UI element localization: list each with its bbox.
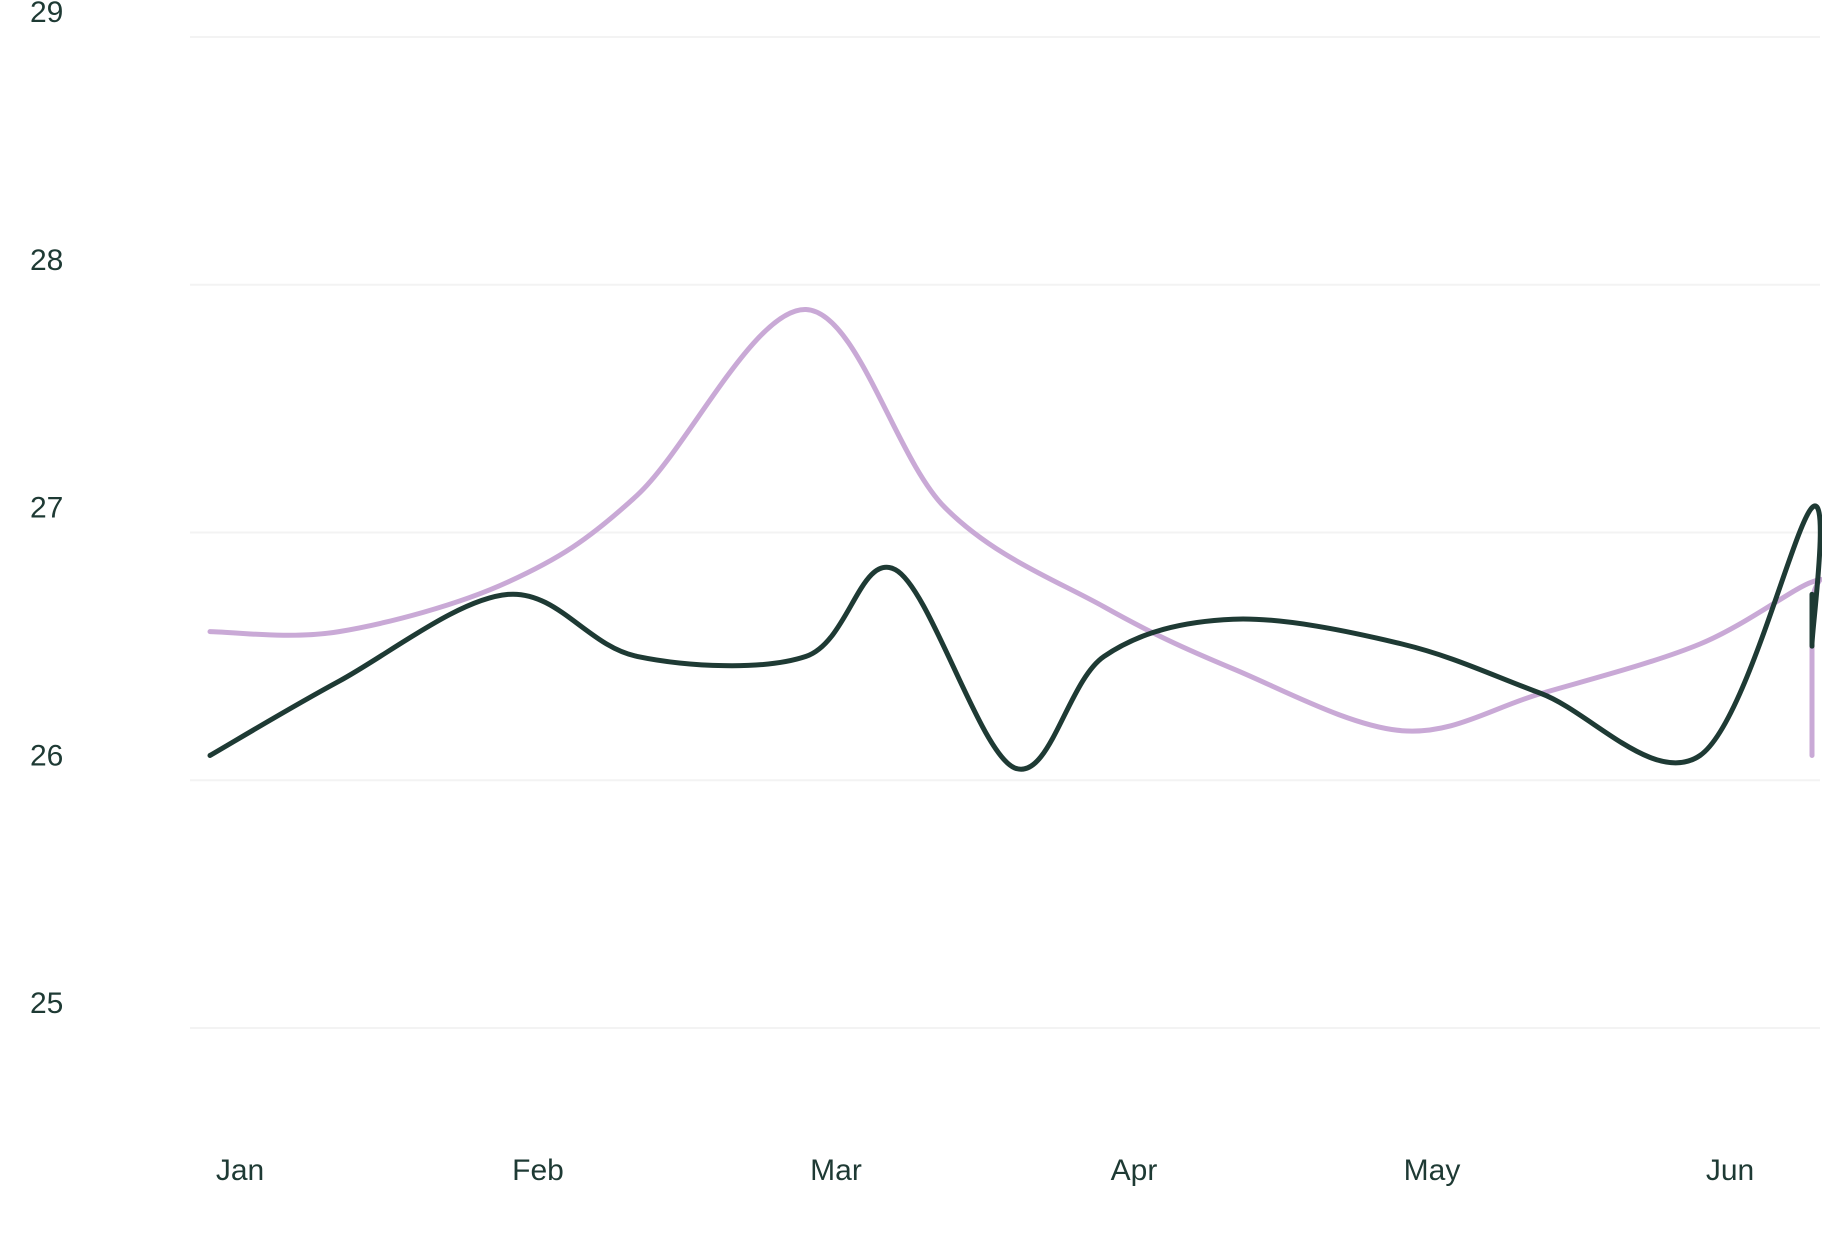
y-tick-label-29: 29 <box>30 0 63 29</box>
series-lines <box>207 306 1822 772</box>
x-tick-label-feb: Feb <box>512 1154 564 1187</box>
y-tick-label-27: 27 <box>30 492 63 525</box>
x-tick-label-jan: Jan <box>216 1154 264 1187</box>
series-line-2 <box>207 503 1822 772</box>
series-line-1 <box>207 306 1822 758</box>
y-tick-label-26: 26 <box>30 739 63 772</box>
x-tick-label-mar: Mar <box>810 1154 862 1187</box>
x-tick-label-jun: Jun <box>1706 1154 1754 1187</box>
x-tick-label-apr: Apr <box>1111 1154 1158 1187</box>
y-tick-label-25: 25 <box>30 987 63 1020</box>
y-tick-label-28: 28 <box>30 244 63 277</box>
x-tick-label-may: May <box>1404 1154 1461 1187</box>
grid-lines <box>190 36 1820 1029</box>
x-axis-tick-labels: Jan Feb Mar Apr May Jun <box>216 1154 1754 1187</box>
y-axis-tick-labels: 25 26 27 28 29 <box>30 0 63 1020</box>
